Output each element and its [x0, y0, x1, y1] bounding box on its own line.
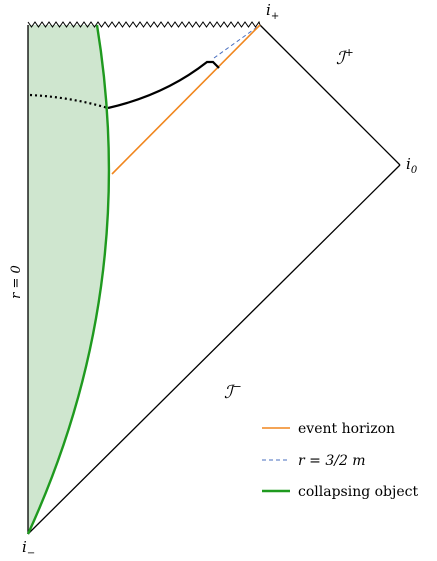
event-horizon-line [111, 24, 261, 175]
apparent-horizon-dotted [29, 93, 109, 110]
scri-minus-label: ℐ− [224, 380, 242, 403]
i-zero-label: i0 [406, 155, 418, 176]
r-zero-label: r = 0 [9, 265, 24, 299]
i-minus-label: i− [22, 538, 35, 559]
apparent-horizon-solid [107, 60, 220, 110]
legend-label-photon-sphere: r = 3/2 m [298, 453, 366, 469]
photon-sphere-line [213, 24, 261, 59]
i-plus-label: i+ [266, 1, 279, 22]
scri-plus-label: ℐ+ [336, 46, 354, 69]
scri-plus-boundary [259, 24, 401, 166]
singularity-line [27, 20, 261, 28]
scri-minus-boundary [27, 164, 401, 535]
legend-label-collapsing-object: collapsing object [298, 484, 418, 500]
collapsing-object-boundary [26, 24, 111, 535]
legend: event horizon r = 3/2 m collapsing objec… [262, 421, 418, 500]
legend-label-event-horizon: event horizon [298, 421, 395, 437]
collapsing-object-region [28, 25, 109, 534]
